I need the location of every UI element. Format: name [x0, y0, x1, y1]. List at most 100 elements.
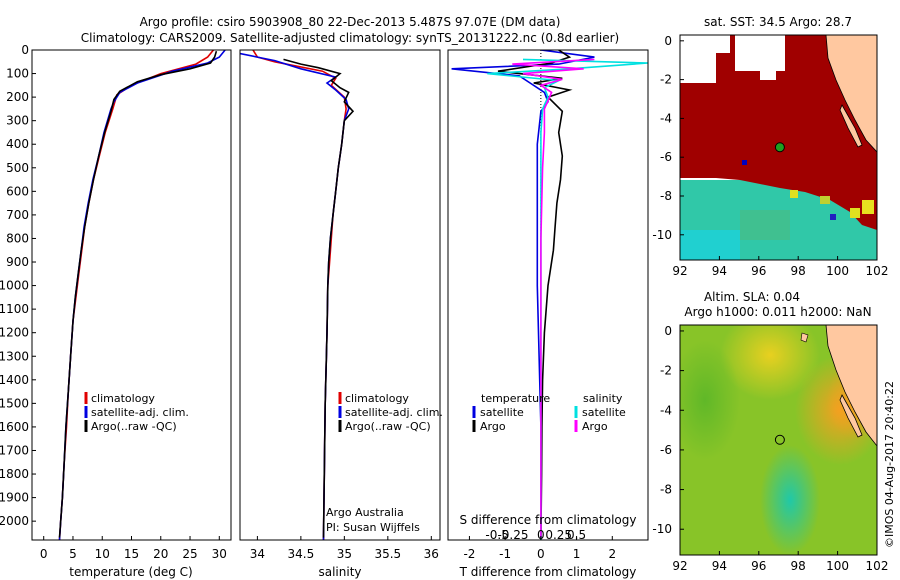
figure-title-line2: Climatology: CARS2009. Satellite-adjuste…: [81, 31, 619, 45]
s-tick-label: -0.5: [485, 528, 508, 542]
temperature-series-climatology: [58, 50, 215, 540]
difference-xlabel-top: S difference from climatology: [460, 513, 637, 527]
difference-series-t-satellite: [451, 50, 595, 540]
map-y-tick-label: 0: [664, 324, 672, 338]
sla-map-subtitle: Argo h1000: 0.011 h2000: NaN: [684, 305, 871, 319]
y-tick-label: 1100: [0, 302, 29, 316]
sla-high-region: [720, 325, 820, 400]
x-tick-label: 0: [537, 547, 545, 561]
legend-satellite-label: satellite-adj. clim.: [91, 406, 189, 419]
s-tick-label: 0.25: [545, 528, 572, 542]
sst-speckle: [790, 190, 798, 198]
s-tick-label: 0.5: [567, 528, 586, 542]
x-tick-label: -1: [499, 547, 511, 561]
y-tick-label: 800: [6, 231, 29, 245]
legend-t-argo-label: Argo: [480, 420, 506, 433]
map-y-tick-label: -6: [660, 150, 672, 164]
temperature-legend: climatology satellite-adj. clim. Argo(..…: [84, 392, 189, 433]
map-x-tick-label: 92: [672, 264, 687, 278]
y-tick-label: 1000: [0, 279, 29, 293]
map-x-tick-label: 100: [826, 559, 849, 573]
difference-series-s-satellite: [487, 58, 648, 540]
salinity-series-satellite: [240, 52, 350, 540]
sst-map-title: sat. SST: 34.5 Argo: 28.7: [704, 15, 852, 29]
y-tick-label: 300: [6, 114, 29, 128]
temperature-panel: 0100200300400500600700800900100011001200…: [0, 43, 232, 579]
sst-warm-pool: [680, 35, 877, 230]
x-tick-label: 20: [153, 547, 168, 561]
y-tick-label: 2000: [0, 514, 29, 528]
y-tick-label: 1800: [0, 467, 29, 481]
legend-s-argo-label: Argo: [582, 420, 608, 433]
difference-xlabel: T difference from climatology: [459, 565, 637, 579]
y-tick-label: 200: [6, 90, 29, 104]
sst-missing-data: [680, 35, 716, 83]
x-tick-label: 36: [424, 547, 439, 561]
x-tick-label: 25: [182, 547, 197, 561]
x-tick-label: 35: [337, 547, 352, 561]
legend-s-satellite-label: satellite: [582, 406, 626, 419]
map-x-tick-label: 92: [672, 559, 687, 573]
sst-speckle: [850, 208, 860, 218]
sst-missing-data: [716, 35, 730, 53]
x-tick-label: 15: [124, 547, 139, 561]
sst-speckle: [830, 214, 836, 220]
sla-land-sumatra: [825, 325, 877, 447]
salinity-axes-frame: [239, 49, 441, 541]
map-x-tick-label: 98: [791, 264, 806, 278]
salinity-xlabel: salinity: [318, 565, 361, 579]
sla-map-title: Altim. SLA: 0.04: [704, 290, 800, 304]
difference-series-s-argo: [512, 58, 595, 538]
y-tick-label: 1500: [0, 396, 29, 410]
map-y-tick-label: -4: [660, 403, 672, 417]
y-tick-label: 1600: [0, 420, 29, 434]
sla-land-islet: [800, 332, 809, 343]
map-x-tick-label: 102: [866, 559, 889, 573]
legend-t-satellite-label: satellite: [480, 406, 524, 419]
x-tick-label: -2: [463, 547, 475, 561]
y-tick-label: 700: [6, 208, 29, 222]
salinity-legend: climatology satellite-adj. clim. Argo(..…: [338, 392, 443, 433]
x-tick-label: 34: [250, 547, 265, 561]
x-tick-label: 2: [608, 547, 616, 561]
sst-missing-data: [760, 70, 776, 80]
sla-map-frame: [679, 324, 878, 556]
sst-missing-data: [735, 35, 785, 71]
s-tick-label: -0.25: [497, 528, 528, 542]
annotation-pi-name: PI: Susan Wijffels: [326, 521, 420, 534]
x-tick-label: 0: [40, 547, 48, 561]
temperature-xlabel: temperature (deg C): [69, 565, 192, 579]
map-y-tick-label: 0: [664, 34, 672, 48]
annotation-argo-australia: Argo Australia: [326, 506, 404, 519]
salinity-panel: 34 34.5 35 35.5 36 salinity climatology sate…: [239, 49, 443, 579]
salinity-series-climatology: [252, 50, 347, 540]
map-y-tick-label: -2: [660, 73, 672, 87]
sst-speckle: [862, 200, 874, 214]
sla-low-region: [680, 340, 740, 460]
x-tick-label: 35.5: [374, 547, 401, 561]
s-tick-label: 0: [537, 528, 545, 542]
sst-map-panel: sat. SST: 34.5 Argo: 28.7: [652, 15, 888, 278]
map-x-tick-label: 96: [751, 264, 766, 278]
map-x-tick-label: 100: [826, 264, 849, 278]
legend-argo-label: Argo(..raw -QC): [91, 420, 177, 433]
sst-cool-water-patch: [680, 230, 740, 260]
temperature-series-satellite: [58, 50, 226, 540]
y-tick-label: 1700: [0, 443, 29, 457]
legend-climatology-label: climatology: [345, 392, 409, 405]
sst-cool-water-patch: [740, 210, 790, 240]
legend-climatology-label: climatology: [91, 392, 155, 405]
difference-axes-frame: [447, 49, 649, 541]
legend-satellite-label: satellite-adj. clim.: [345, 406, 443, 419]
figure-title-line1: Argo profile: csiro 5903908_80 22-Dec-20…: [140, 15, 561, 29]
legend-header-salinity: salinity: [583, 392, 623, 405]
sla-map-panel: Altim. SLA: 0.04 Argo h1000: 0.011 h2000…: [652, 290, 888, 573]
map-y-tick-label: -2: [660, 364, 672, 378]
map-x-tick-label: 94: [712, 264, 727, 278]
map-y-tick-label: -4: [660, 111, 672, 125]
x-tick-label: 10: [95, 547, 110, 561]
sla-land-island: [839, 394, 863, 438]
y-tick-label: 1900: [0, 491, 29, 505]
legend-header-temperature: temperature: [481, 392, 550, 405]
